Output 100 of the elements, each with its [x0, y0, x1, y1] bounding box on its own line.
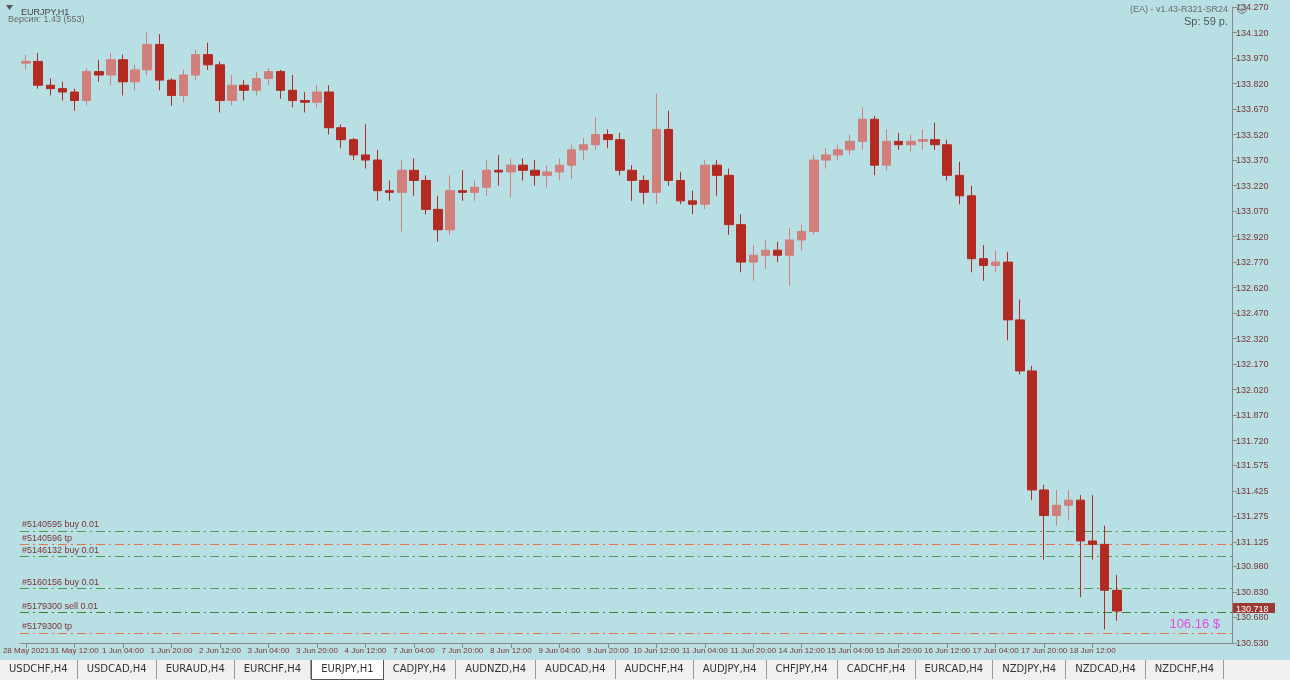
candlestick	[530, 159, 540, 187]
candlestick	[967, 185, 976, 273]
text: USDCHF,H4	[0, 660, 78, 679]
candlestick	[870, 115, 879, 176]
candlestick	[385, 179, 394, 202]
candlestick	[918, 128, 928, 151]
candlestick	[155, 33, 164, 91]
x-tick-label: 14 Jun 12:00	[778, 645, 826, 655]
candlestick	[652, 93, 661, 205]
candlestick	[664, 110, 673, 187]
y-tick-label: 130.980	[1236, 561, 1269, 572]
candlestick	[1100, 525, 1109, 630]
candlestick	[167, 77, 176, 107]
candlestick	[264, 67, 273, 86]
candlestick	[833, 144, 843, 161]
x-tick-label: 9 Jun 04:00	[538, 645, 581, 655]
candlestick	[482, 159, 491, 197]
x-tick-label: 7 Jun 20:00	[441, 645, 484, 655]
candlestick	[785, 227, 794, 287]
candlestick	[300, 91, 310, 113]
candlestick	[821, 147, 831, 170]
candlestick	[373, 149, 382, 202]
candlestick	[882, 128, 891, 171]
text: AUDCAD,H4	[536, 660, 616, 679]
candlestick	[324, 84, 334, 136]
candlestick	[773, 241, 782, 263]
y-tick-label: 130.530	[1236, 638, 1269, 648]
y-tick-label: 131.425	[1236, 485, 1269, 496]
candlestick	[106, 52, 116, 86]
annotation: Sp: 59 p.	[1183, 14, 1229, 27]
y-tick-label: 132.620	[1236, 282, 1269, 293]
x-tick-label: 15 Jun 20:00	[875, 645, 923, 655]
y-tick-label: 132.170	[1236, 359, 1269, 370]
candlestick	[555, 157, 564, 181]
y-tick-label: 133.220	[1236, 180, 1269, 191]
candlestick	[676, 171, 685, 205]
candlestick	[1003, 251, 1013, 341]
text: NZDCHF,H4	[1145, 660, 1225, 679]
candlestick	[179, 69, 188, 103]
candlestick	[1076, 494, 1085, 598]
x-tick-label: 2 Jun 12:00	[199, 645, 242, 655]
text: AUDCHF,H4	[615, 660, 694, 679]
candlestick	[191, 49, 200, 81]
text: NZDJPY,H4	[993, 660, 1067, 679]
y-tick-label: 131.720	[1236, 435, 1269, 446]
candlestick	[349, 137, 358, 161]
candlestick	[130, 64, 140, 91]
candlestick	[991, 249, 1000, 273]
ref-line-label: #5146132 buy 0.01	[21, 544, 100, 555]
candlestick	[1027, 365, 1037, 501]
candlestick	[82, 67, 91, 107]
candlestick	[906, 134, 916, 153]
y-tick-label: 133.370	[1236, 155, 1269, 166]
text: CHFJPY,H4	[766, 660, 838, 679]
candlestick	[421, 174, 431, 215]
x-tick-label: 3 Jun 04:00	[247, 645, 290, 655]
text: AUDJPY,H4	[693, 660, 767, 679]
candlestick	[591, 117, 600, 151]
candlestick	[1064, 489, 1073, 522]
ref-line-label: #5179300 tp	[21, 621, 73, 632]
candlestick	[1039, 484, 1049, 561]
x-tick-label: 16 Jun 12:00	[924, 645, 971, 655]
ref-line-label: #5179300 sell 0.01	[21, 600, 99, 611]
candlestick	[215, 60, 225, 113]
candlestick	[397, 159, 407, 232]
candlestick	[239, 79, 249, 102]
x-tick-label: 3 Jun 20:00	[296, 645, 339, 655]
y-tick-label: 134.120	[1236, 27, 1269, 38]
candlestick	[288, 74, 297, 108]
candlestick	[955, 161, 964, 205]
y-tick-label: 133.070	[1236, 206, 1269, 217]
text: USDCAD,H4	[77, 660, 157, 679]
candlestick	[118, 54, 128, 96]
x-tick-label: 28 May 2021	[2, 645, 50, 655]
text: NZDCAD,H4	[1066, 660, 1146, 679]
candlestick	[361, 123, 370, 170]
y-tick-label: 132.470	[1236, 308, 1269, 319]
x-tick-label: 1 Jun 20:00	[150, 645, 193, 655]
candlestick	[942, 139, 952, 181]
candlestick	[409, 157, 419, 197]
y-tick-label: 131.275	[1236, 511, 1269, 522]
candlestick	[567, 144, 576, 180]
ref-line-label: #5140596 tp	[21, 532, 73, 543]
candlestick	[445, 174, 455, 236]
candlestick	[70, 88, 79, 112]
y-tick-label: 133.820	[1236, 78, 1269, 89]
candlestick	[700, 159, 710, 210]
candlestick	[94, 59, 104, 83]
candlestick	[894, 132, 903, 151]
x-tick-label: 9 Jun 20:00	[586, 645, 630, 655]
y-tick-label: 132.770	[1236, 257, 1269, 268]
text: EURCHF,H4	[234, 660, 312, 679]
x-tick-label: 1 Jun 04:00	[102, 645, 145, 655]
candlestick	[688, 190, 697, 215]
candlestick	[336, 123, 346, 149]
candlestick	[858, 106, 867, 151]
candlestick	[797, 224, 806, 251]
text: EURAUD,H4	[156, 660, 235, 679]
candlestick	[603, 128, 613, 149]
candlestick	[312, 84, 322, 108]
